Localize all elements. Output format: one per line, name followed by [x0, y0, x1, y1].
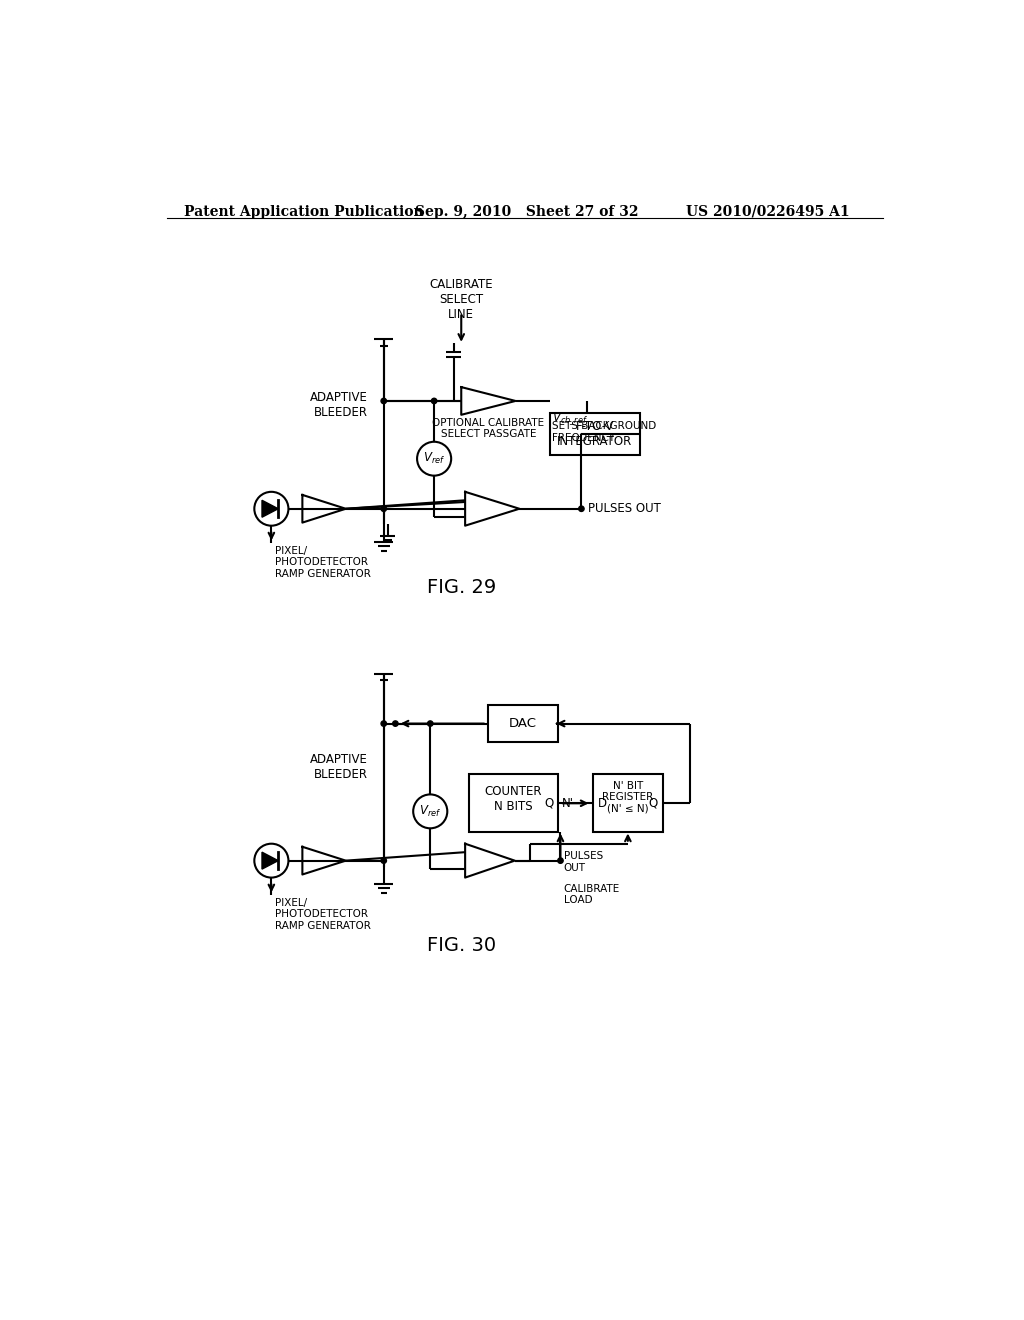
Text: OPTIONAL CALIBRATE
SELECT PASSGATE: OPTIONAL CALIBRATE SELECT PASSGATE [432, 418, 545, 440]
Text: $V_{ref}$: $V_{ref}$ [419, 804, 441, 818]
Text: COUNTER
N BITS: COUNTER N BITS [484, 785, 543, 813]
Text: ADAPTIVE
BLEEDER: ADAPTIVE BLEEDER [310, 391, 369, 418]
Text: US 2010/0226495 A1: US 2010/0226495 A1 [686, 205, 850, 219]
Text: PULSES
OUT: PULSES OUT [563, 851, 603, 873]
Polygon shape [302, 495, 346, 523]
Text: $V_{ref}$: $V_{ref}$ [423, 451, 445, 466]
Text: Sep. 9, 2010   Sheet 27 of 32: Sep. 9, 2010 Sheet 27 of 32 [415, 205, 638, 219]
Polygon shape [465, 843, 515, 878]
Circle shape [558, 858, 563, 863]
Text: ADAPTIVE
BLEEDER: ADAPTIVE BLEEDER [310, 752, 369, 780]
Text: PULSES OUT: PULSES OUT [588, 502, 660, 515]
Circle shape [392, 721, 398, 726]
Bar [593, 775, 663, 832]
Text: F-TO-V
INTEGRATOR: F-TO-V INTEGRATOR [557, 420, 633, 447]
Text: SETS BACKGROUND
FREQUENCY: SETS BACKGROUND FREQUENCY [552, 421, 656, 442]
Polygon shape [461, 387, 515, 414]
Text: Patent Application Publication: Patent Application Publication [183, 205, 424, 219]
Bar [469, 775, 558, 832]
Text: Q: Q [649, 797, 658, 809]
Circle shape [381, 399, 386, 404]
Text: FIG. 29: FIG. 29 [427, 578, 496, 597]
Circle shape [579, 506, 584, 511]
Bar [488, 705, 558, 742]
Text: PIXEL/
PHOTODETECTOR
RAMP GENERATOR: PIXEL/ PHOTODETECTOR RAMP GENERATOR [275, 898, 371, 931]
Circle shape [428, 721, 433, 726]
Text: CALIBRATE
SELECT
LINE: CALIBRATE SELECT LINE [429, 277, 494, 321]
Circle shape [381, 721, 386, 726]
Polygon shape [262, 853, 279, 869]
Text: DAC: DAC [509, 717, 538, 730]
Text: Q: Q [544, 797, 554, 809]
Text: N' BIT
REGISTER
(N' ≤ N): N' BIT REGISTER (N' ≤ N) [602, 780, 653, 813]
Circle shape [431, 399, 437, 404]
Circle shape [381, 506, 386, 511]
Text: N': N' [562, 797, 574, 810]
Text: FIG. 30: FIG. 30 [427, 936, 496, 956]
Text: PIXEL/
PHOTODETECTOR
RAMP GENERATOR: PIXEL/ PHOTODETECTOR RAMP GENERATOR [275, 545, 371, 579]
Text: $V_{cb\_ref}$: $V_{cb\_ref}$ [552, 411, 588, 426]
Polygon shape [465, 492, 519, 525]
Circle shape [381, 858, 386, 863]
Text: D: D [598, 797, 607, 809]
Bar [550, 413, 640, 455]
Polygon shape [262, 500, 279, 517]
Polygon shape [302, 847, 346, 875]
Text: CALIBRATE
LOAD: CALIBRATE LOAD [563, 884, 620, 906]
